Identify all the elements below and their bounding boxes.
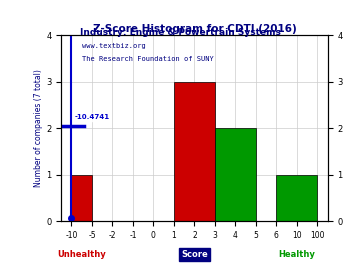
Bar — [174, 82, 215, 221]
Y-axis label: Number of companies (7 total): Number of companies (7 total) — [34, 69, 43, 187]
Bar — [71, 175, 92, 221]
Text: -10.4741: -10.4741 — [75, 114, 110, 120]
Title: Z-Score Histogram for CDTI (2016): Z-Score Histogram for CDTI (2016) — [93, 24, 296, 34]
Text: Industry: Engine & Powertrain Systems: Industry: Engine & Powertrain Systems — [80, 28, 280, 37]
Text: The Research Foundation of SUNY: The Research Foundation of SUNY — [82, 56, 213, 62]
Bar — [276, 175, 318, 221]
Text: www.textbiz.org: www.textbiz.org — [82, 43, 145, 49]
Text: Score: Score — [181, 250, 208, 259]
Bar — [215, 128, 256, 221]
Text: Healthy: Healthy — [278, 250, 315, 259]
Text: Unhealthy: Unhealthy — [57, 250, 106, 259]
